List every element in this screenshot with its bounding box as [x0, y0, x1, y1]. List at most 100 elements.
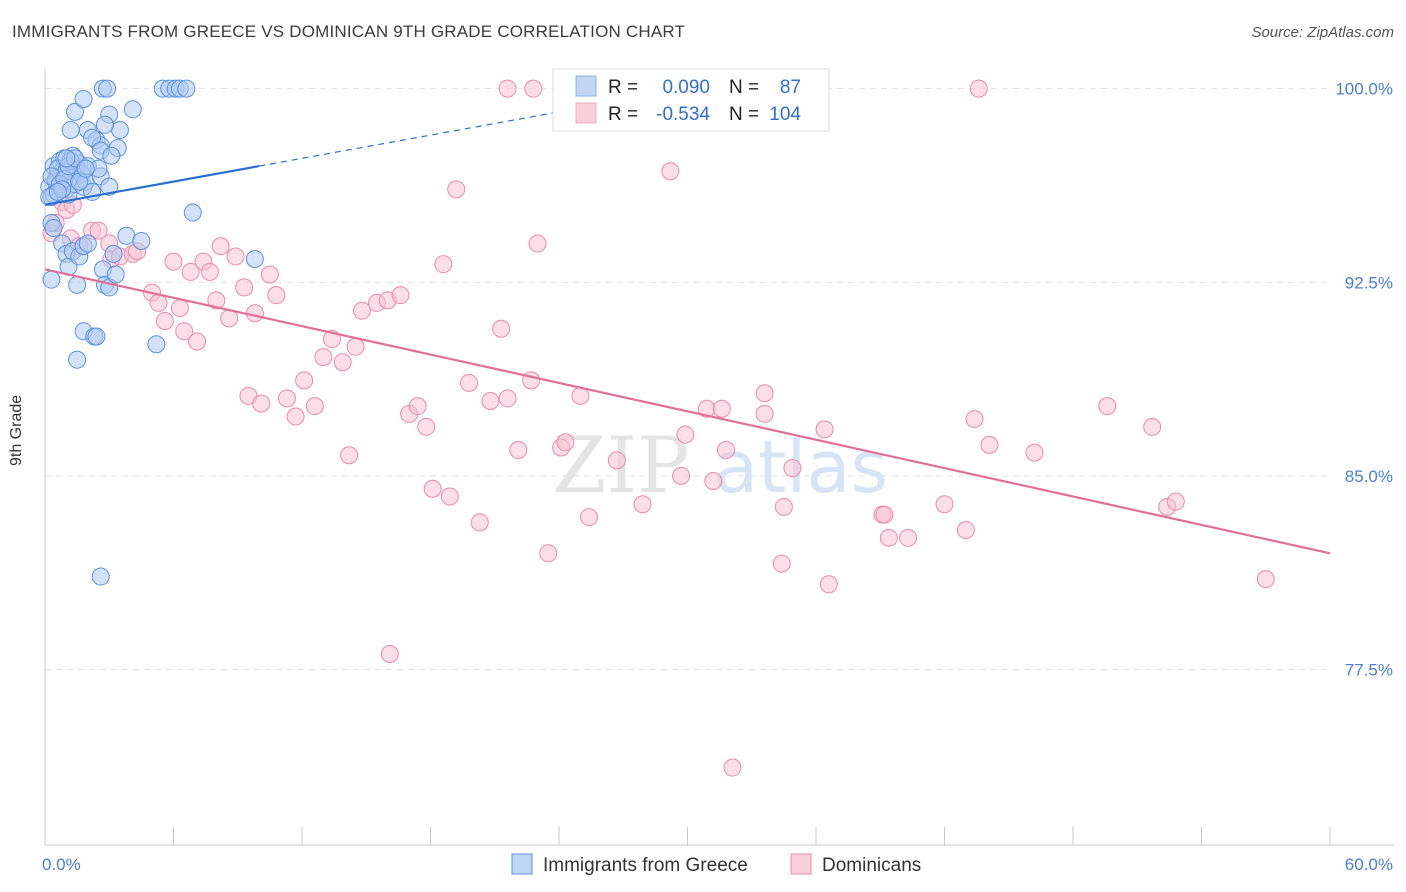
stats-n-label: N =: [729, 104, 759, 125]
dominican-point: [875, 505, 894, 524]
dominican-point: [579, 508, 598, 527]
dominican-point: [417, 417, 436, 436]
dominican-point: [267, 286, 286, 305]
dominican-point: [661, 162, 680, 181]
dominican-point: [774, 497, 793, 516]
x-tick-label-min: 0.0%: [42, 855, 81, 874]
dominican-point: [447, 180, 466, 199]
x-tick-label-max: 60.0%: [1345, 855, 1393, 874]
greece-points: [40, 79, 264, 586]
dominican-point: [1098, 397, 1117, 416]
greece-point: [104, 244, 123, 263]
greece-point: [132, 231, 151, 250]
greece-point: [74, 89, 93, 108]
dominican-point: [260, 265, 279, 284]
dominican-point: [149, 293, 168, 312]
dominican-point: [815, 420, 834, 439]
greece-point: [44, 219, 63, 238]
greece-trend-line: [44, 165, 260, 206]
stats-r-value: 0.090: [662, 77, 710, 98]
series-legend-swatch: [511, 853, 533, 875]
dominican-point: [676, 425, 695, 444]
dominican-point: [295, 371, 314, 390]
stats-n-label: N =: [729, 77, 759, 98]
stats-legend-swatch: [575, 102, 597, 124]
greece-point: [68, 350, 87, 369]
dominican-point: [1256, 570, 1275, 589]
dominican-point: [1025, 443, 1044, 462]
stats-r-value: -0.534: [656, 104, 710, 125]
dominican-point: [423, 479, 442, 498]
series-legend: Immigrants from Greece Dominicans: [511, 853, 921, 876]
dominican-point: [528, 234, 547, 253]
greece-point: [95, 115, 114, 134]
dominican-point: [200, 262, 219, 281]
dominican-point: [539, 544, 558, 563]
dominican-point: [524, 79, 543, 98]
dominican-point: [556, 433, 575, 452]
dominican-point: [380, 644, 399, 663]
dominicans-points: [42, 79, 1275, 777]
dominican-point: [252, 394, 271, 413]
dominican-point: [211, 237, 230, 256]
dominican-point: [188, 332, 207, 351]
stats-r-label: R =: [608, 77, 638, 98]
dominican-point: [226, 247, 245, 266]
dominican-point: [717, 441, 736, 460]
dominican-point: [440, 487, 459, 506]
dominican-point: [333, 353, 352, 372]
dominican-point: [346, 337, 365, 356]
tick-labels: 100.0% 92.5% 85.0% 77.5% 0.0% 60.0%: [42, 80, 1393, 874]
stats-legend: R = 0.090 N = 87 R = -0.534 N = 104: [552, 68, 830, 132]
dominican-point: [170, 299, 189, 318]
greece-point: [100, 177, 119, 196]
dominican-point: [879, 528, 898, 547]
dominican-point: [278, 389, 297, 408]
greece-point: [87, 327, 106, 346]
greece-point: [110, 120, 129, 139]
y-tick-label: 77.5%: [1345, 660, 1393, 679]
dominican-point: [207, 291, 226, 310]
greece-point: [83, 128, 102, 147]
dominican-point: [935, 495, 954, 514]
dominican-point: [969, 79, 988, 98]
dominican-point: [607, 451, 626, 470]
gridlines: [45, 88, 1330, 670]
dominican-point: [155, 311, 174, 330]
greece-point: [78, 234, 97, 253]
y-tick-label: 92.5%: [1345, 273, 1393, 292]
greece-point: [147, 335, 166, 354]
dominican-point: [245, 304, 264, 323]
greece-point: [98, 79, 117, 98]
dominican-point: [89, 221, 108, 240]
dominican-point: [755, 404, 774, 423]
dominican-point: [391, 286, 410, 305]
dominican-point: [704, 472, 723, 491]
dominican-point: [498, 79, 517, 98]
source-label: Source: ZipAtlas.com: [1251, 24, 1394, 41]
dominican-point: [1166, 492, 1185, 511]
greece-point: [91, 567, 110, 586]
greece-point: [123, 100, 142, 119]
greece-point: [102, 146, 121, 165]
greece-point: [245, 250, 264, 269]
greece-point: [106, 265, 125, 284]
dominican-point: [305, 397, 324, 416]
dominican-point: [956, 521, 975, 540]
greece-point: [183, 203, 202, 222]
dominican-point: [314, 348, 333, 367]
stats-r-label: R =: [608, 104, 638, 125]
greece-point: [76, 159, 95, 178]
dominican-point: [340, 446, 359, 465]
dominican-point: [633, 495, 652, 514]
dominican-point: [181, 262, 200, 281]
dominican-point: [755, 384, 774, 403]
chart-title: IMMIGRANTS FROM GREECE VS DOMINICAN 9TH …: [12, 22, 686, 41]
dominican-point: [509, 441, 528, 460]
greece-point: [57, 149, 76, 168]
dominican-point: [772, 554, 791, 573]
dominican-point: [286, 407, 305, 426]
dominican-point: [672, 466, 691, 485]
dominican-point: [408, 397, 427, 416]
dominican-point: [1143, 417, 1162, 436]
